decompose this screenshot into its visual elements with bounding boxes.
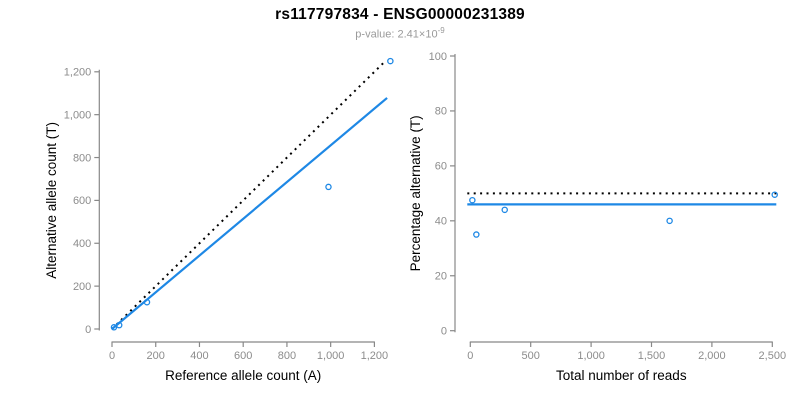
- x-tick-label: 400: [190, 350, 208, 362]
- y-tick-label: 0: [85, 324, 91, 336]
- y-axis-title: Alternative allele count (T): [44, 122, 59, 279]
- y-tick-label: 40: [435, 216, 447, 228]
- data-point: [387, 57, 394, 65]
- x-tick-label: 1,000: [317, 350, 345, 362]
- y-tick-label: 1,200: [64, 67, 92, 79]
- x-axis-title: Total number of reads: [556, 368, 687, 383]
- y-tick-label: 20: [435, 271, 447, 283]
- y-tick-label: 80: [435, 106, 447, 118]
- x-tick-label: 0: [467, 350, 473, 362]
- figure-subtitle: p-value: 2.41×10-9: [0, 26, 800, 41]
- y-tick-label: 800: [73, 152, 91, 164]
- pvalue-text: p-value: 2.41×10: [355, 28, 438, 41]
- y-tick-label: 60: [435, 161, 447, 173]
- x-tick-label: 2,000: [698, 350, 726, 362]
- y-tick-label: 1,000: [64, 109, 92, 121]
- x-tick-label: 1,500: [638, 350, 666, 362]
- fit-line: [111, 97, 388, 330]
- identity-line: [111, 59, 387, 330]
- data-point: [325, 183, 332, 191]
- pvalue-exponent: -9: [437, 26, 445, 35]
- x-tick-label: 500: [522, 350, 540, 362]
- x-tick-label: 0: [109, 350, 115, 362]
- y-tick-label: 200: [73, 281, 91, 293]
- data-point: [143, 298, 151, 306]
- y-axis-title: Percentage alternative (T): [408, 115, 423, 271]
- y-tick-label: 0: [441, 326, 447, 338]
- data-point: [469, 196, 476, 204]
- data-point: [473, 231, 480, 238]
- y-tick-label: 100: [429, 51, 447, 63]
- x-tick-label: 200: [147, 350, 165, 362]
- allele-counts-plot: 0 200 400 600 800 1,000 1,200 0 200 400 600 800 1,00…: [44, 57, 394, 383]
- x-tick-label: 600: [234, 350, 252, 362]
- y-tick-label: 600: [73, 195, 91, 207]
- x-axis-title: Reference allele count (A): [165, 368, 321, 383]
- data-point: [110, 324, 118, 331]
- percentage-alternative-plot: 0 500 1,000 1,500 2,000 2,500 0 20 40 60 80 100 Tota…: [408, 51, 786, 383]
- x-tick-label: 800: [278, 350, 296, 362]
- data-point: [501, 206, 508, 214]
- data-point: [771, 191, 778, 198]
- y-tick-label: 400: [73, 238, 91, 250]
- x-tick-label: 2,500: [759, 350, 787, 362]
- data-point: [115, 321, 123, 329]
- x-tick-label: 1,200: [361, 350, 389, 362]
- data-point: [666, 217, 673, 225]
- figure-title: rs117797834 - ENSG00000231389: [275, 6, 525, 23]
- x-tick-label: 1,000: [577, 350, 605, 362]
